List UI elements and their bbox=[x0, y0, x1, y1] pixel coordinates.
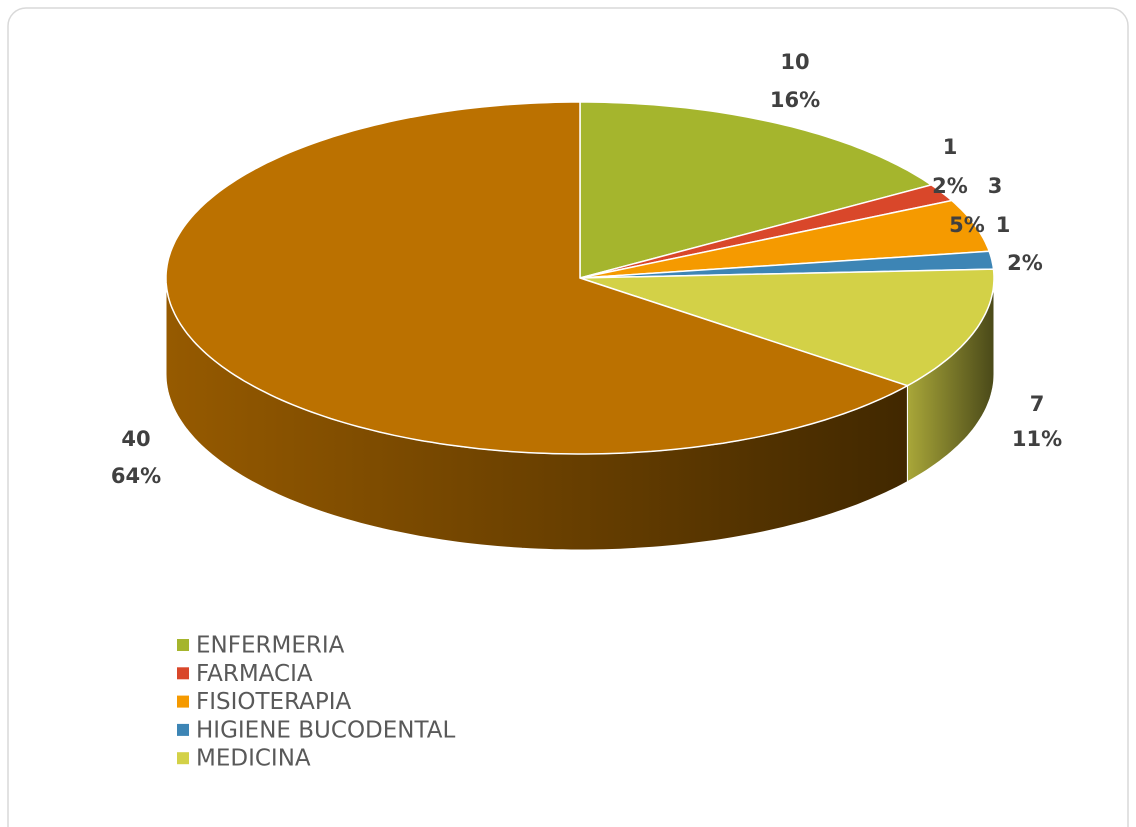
data-label-percent: 2% bbox=[1007, 251, 1043, 275]
legend-label: FARMACIA bbox=[196, 661, 313, 687]
slice bbox=[579, 268, 995, 387]
legend-label: MEDICINA bbox=[196, 746, 311, 772]
slice bbox=[165, 101, 910, 455]
data-label-percent: 5% bbox=[949, 213, 985, 237]
legend-label: FISIOTERAPIA bbox=[196, 689, 352, 715]
data-label-value: 1 bbox=[943, 135, 958, 159]
data-label-percent: 64% bbox=[111, 464, 161, 488]
data-label-value: 40 bbox=[121, 427, 150, 451]
legend-swatch bbox=[177, 667, 189, 680]
data-label-percent: 11% bbox=[1012, 427, 1062, 451]
data-label-value: 7 bbox=[1030, 392, 1045, 416]
legend-label: HIGIENE BUCODENTAL bbox=[196, 717, 455, 743]
legend-swatch bbox=[177, 695, 189, 708]
legend-label: ENFERMERIA bbox=[196, 633, 345, 659]
data-label-value: 1 bbox=[996, 213, 1011, 237]
slice bbox=[579, 184, 954, 279]
data-label-value: 3 bbox=[988, 174, 1003, 198]
slice bbox=[579, 250, 995, 279]
slice bbox=[579, 199, 991, 279]
data-label-percent: 16% bbox=[770, 88, 820, 112]
legend-swatch bbox=[177, 639, 189, 651]
slice bbox=[579, 101, 934, 279]
legend-swatch bbox=[177, 752, 189, 765]
data-label-value: 10 bbox=[780, 50, 809, 74]
legend-swatch bbox=[177, 723, 189, 736]
data-label-percent: 2% bbox=[932, 174, 968, 198]
